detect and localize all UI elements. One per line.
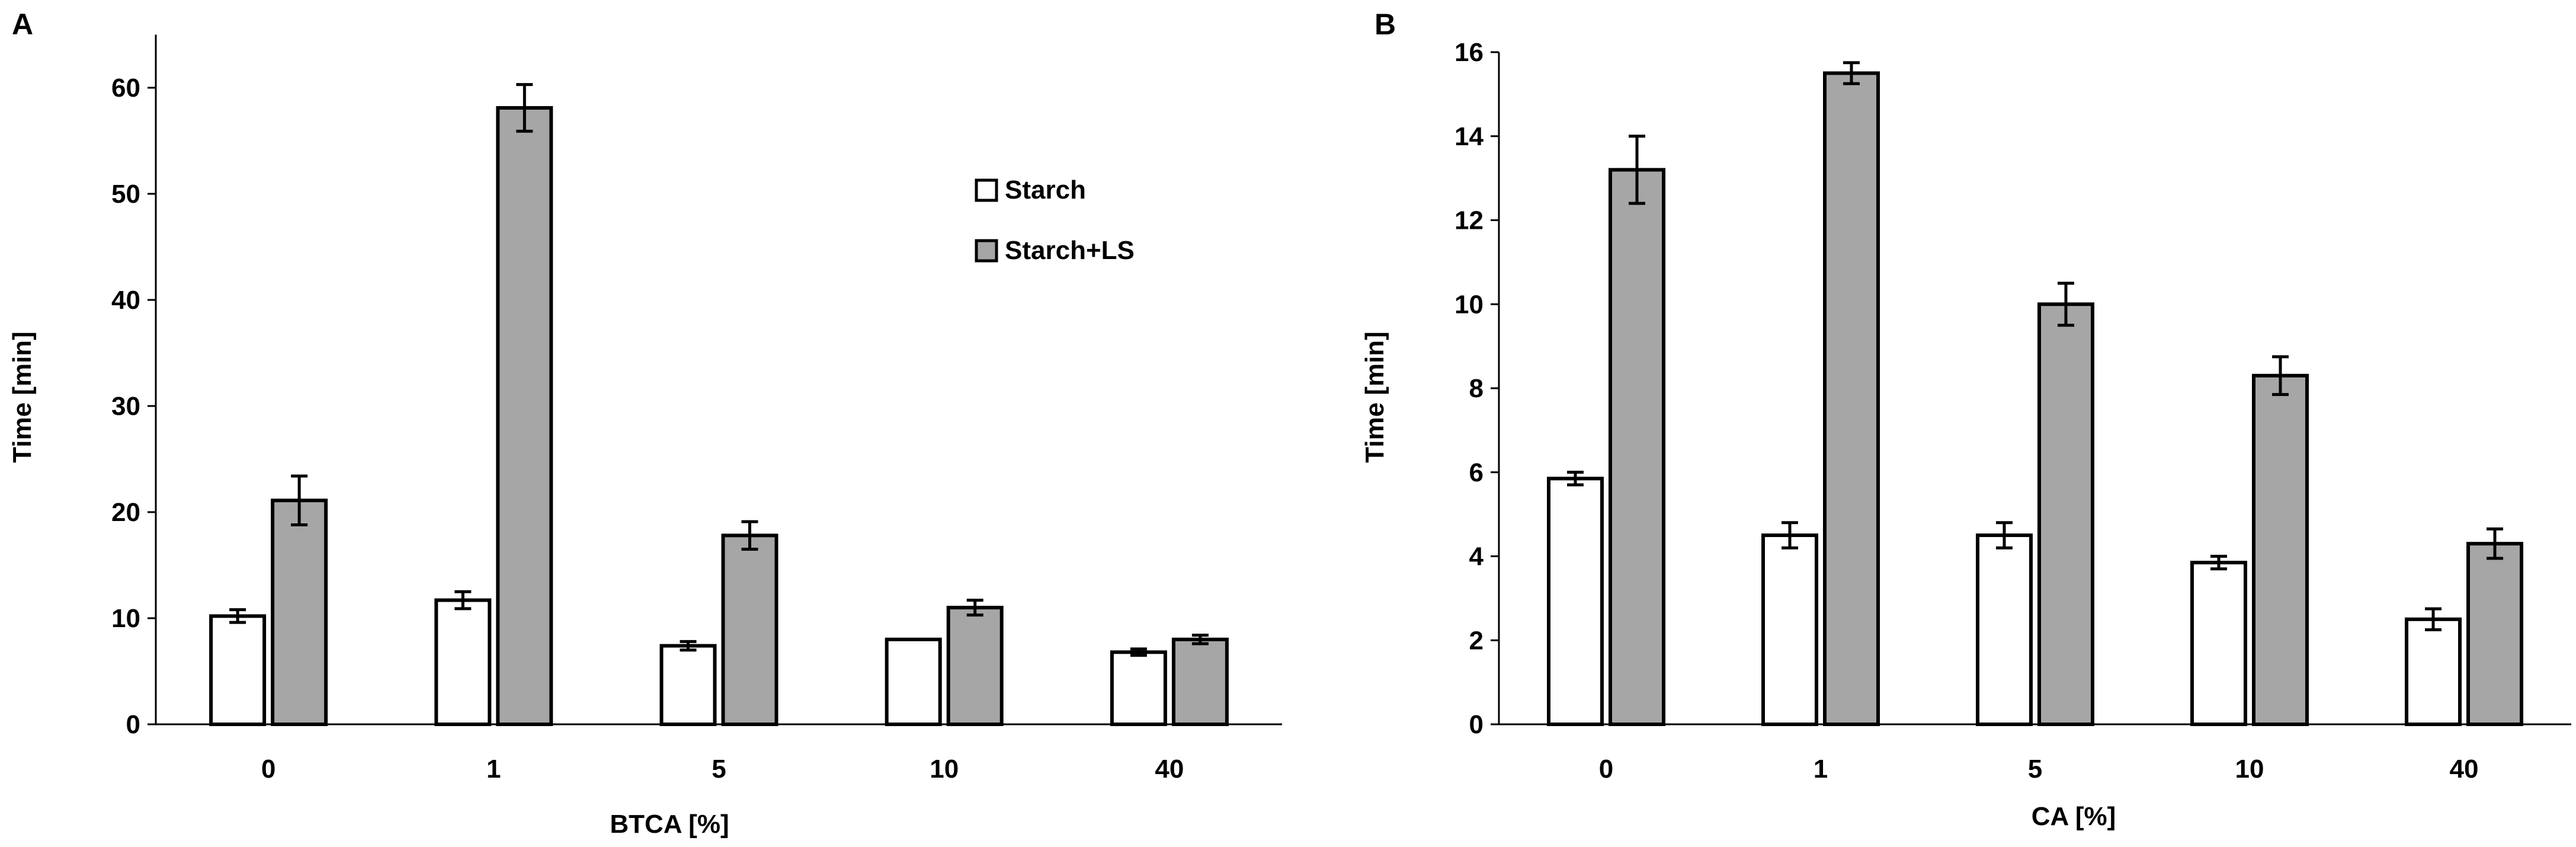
y-tick-label: 40 bbox=[111, 286, 140, 315]
y-tick-label: 14 bbox=[1454, 122, 1484, 151]
x-tick-label: 1 bbox=[486, 755, 501, 784]
error-bar bbox=[1996, 521, 2013, 549]
y-tick-label: 12 bbox=[1454, 206, 1484, 235]
bar-starch-ls bbox=[721, 533, 778, 726]
bar-starch-ls bbox=[2466, 542, 2523, 726]
x-axis-title: CA [%] bbox=[2032, 802, 2116, 831]
error-bar bbox=[1191, 634, 1209, 645]
error-bar bbox=[1843, 61, 1860, 85]
y-tick-label: 4 bbox=[1469, 542, 1484, 571]
error-bar bbox=[229, 608, 246, 624]
error-bar bbox=[2210, 555, 2227, 571]
panel-b: B Time [min] CA [%] 0 2 4 6 8 10 12 14 16 0 1 5 10 40 bbox=[1360, 8, 2571, 831]
y-tick-label: 20 bbox=[111, 498, 140, 527]
bar-starch-ls bbox=[271, 498, 328, 726]
x-tick-label: 5 bbox=[2028, 755, 2042, 784]
y-tick-label: 8 bbox=[1469, 374, 1484, 403]
error-bar bbox=[2272, 355, 2289, 397]
bar-starch bbox=[885, 637, 942, 727]
bar-starch bbox=[1761, 533, 1818, 726]
error-bar bbox=[741, 520, 758, 551]
bar-starch-ls bbox=[946, 606, 1004, 726]
y-tick-label: 50 bbox=[111, 180, 140, 209]
y-tick-label: 30 bbox=[111, 392, 140, 421]
bar-starch bbox=[209, 614, 267, 727]
y-tick-label: 10 bbox=[1454, 290, 1484, 319]
bar-starch bbox=[2190, 561, 2247, 726]
y-tick-label: 6 bbox=[1469, 458, 1484, 487]
error-bar bbox=[2425, 607, 2442, 632]
legend-swatch-starch bbox=[975, 178, 998, 202]
y-tick-label: 0 bbox=[126, 710, 140, 739]
x-tick-label: 10 bbox=[2235, 755, 2264, 784]
bar-starch bbox=[434, 598, 492, 726]
error-bar bbox=[1130, 647, 1147, 657]
bar-starch-ls bbox=[1823, 71, 1880, 726]
y-axis-title: Time [min] bbox=[1360, 331, 1389, 463]
panel-label: B bbox=[1374, 8, 1396, 41]
error-bar bbox=[1567, 471, 1584, 487]
x-tick-label: 40 bbox=[2450, 755, 2479, 784]
error-bar bbox=[516, 83, 533, 133]
y-axis-title: Time [min] bbox=[8, 331, 37, 463]
error-bar bbox=[291, 474, 308, 526]
legend-swatch-starch-ls bbox=[975, 239, 998, 263]
plot-area: 0 2 4 6 8 10 12 14 16 0 1 5 10 40 bbox=[1454, 38, 2571, 784]
bar-starch bbox=[659, 644, 717, 727]
error-bar bbox=[2487, 527, 2503, 560]
x-tick-label: 1 bbox=[1814, 755, 1828, 784]
error-bar bbox=[2058, 282, 2074, 327]
error-bar bbox=[1629, 135, 1645, 205]
bar-starch bbox=[1976, 533, 2033, 726]
y-tick-label: 2 bbox=[1469, 626, 1484, 655]
bar-starch bbox=[1547, 477, 1604, 726]
x-tick-label: 0 bbox=[261, 755, 275, 784]
bar-starch-ls bbox=[2252, 373, 2309, 726]
error-bar bbox=[680, 640, 697, 652]
x-tick-label: 10 bbox=[930, 755, 959, 784]
bar-starch-ls bbox=[1609, 168, 1665, 726]
plot-area: 0 10 20 30 40 50 60 0 1 5 10 40 bbox=[111, 34, 1282, 784]
x-axis-title: BTCA [%] bbox=[610, 810, 729, 839]
legend: Starch Starch+LS bbox=[975, 175, 1135, 265]
bar-starch-ls bbox=[496, 106, 553, 726]
y-tick-label: 16 bbox=[1454, 38, 1484, 67]
y-tick-label: 60 bbox=[111, 73, 140, 103]
y-tick-label: 0 bbox=[1469, 710, 1484, 739]
bar-starch-ls bbox=[2037, 302, 2094, 726]
x-tick-label: 5 bbox=[712, 755, 726, 784]
legend-label-starch: Starch bbox=[1005, 175, 1086, 204]
x-tick-label: 0 bbox=[1599, 755, 1613, 784]
error-bar bbox=[966, 599, 983, 617]
legend-label-starch-ls: Starch+LS bbox=[1005, 236, 1135, 265]
error-bar bbox=[454, 590, 472, 611]
bar-starch-ls bbox=[1171, 637, 1229, 727]
x-tick-label: 40 bbox=[1155, 755, 1184, 784]
error-bar bbox=[1782, 521, 1798, 549]
bar-starch bbox=[1110, 650, 1167, 727]
panel-label: A bbox=[12, 8, 33, 41]
y-tick-label: 10 bbox=[111, 604, 140, 633]
panel-a: A Time [min] BTCA [%] 0 10 20 30 40 50 60 0 1 5 10… bbox=[8, 8, 1282, 839]
bar-starch bbox=[2405, 617, 2462, 726]
